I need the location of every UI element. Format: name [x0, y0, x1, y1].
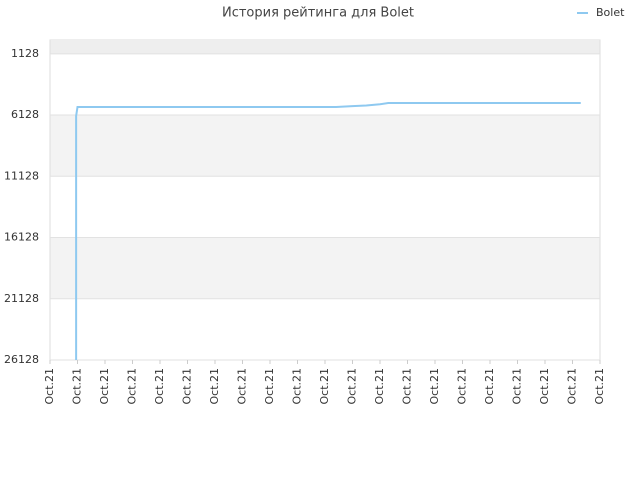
x-tick-label: Oct.21 — [373, 368, 386, 405]
x-tick-label: Oct.21 — [566, 368, 579, 405]
grid-band — [50, 237, 600, 299]
y-tick-label: 11128 — [4, 169, 39, 182]
x-tick-label: Oct.21 — [98, 368, 111, 405]
x-tick-label: Oct.21 — [208, 368, 221, 405]
x-tick-label: Oct.21 — [428, 368, 441, 405]
x-tick-label: Oct.21 — [593, 368, 606, 405]
x-tick-label: Oct.21 — [401, 368, 414, 405]
x-tick-label: Oct.21 — [456, 368, 469, 405]
grid-band — [50, 40, 600, 54]
x-tick-label: Oct.21 — [236, 368, 249, 405]
x-tick-label: Oct.21 — [181, 368, 194, 405]
line — [75, 102, 581, 360]
grid-band — [50, 115, 600, 177]
y-tick-label: 21128 — [4, 292, 39, 305]
y-tick-label: 26128 — [4, 353, 39, 366]
x-tick-label: Oct.21 — [263, 368, 276, 405]
x-tick-label: Oct.21 — [126, 368, 139, 405]
x-tick-label: Oct.21 — [153, 368, 166, 405]
y-tick-label: 1128 — [11, 47, 39, 60]
x-tick-label: Oct.21 — [483, 368, 496, 405]
chart-title: История рейтинга для Bolet — [222, 6, 414, 21]
x-tick-label: Oct.21 — [538, 368, 551, 405]
x-tick-label: Oct.21 — [71, 368, 84, 405]
x-tick-label: Oct.21 — [511, 368, 524, 405]
x-tick-label: Oct.21 — [318, 368, 331, 405]
y-tick-label: 6128 — [11, 108, 39, 121]
y-tick-label: 16128 — [4, 231, 39, 244]
x-tick-label: Oct.21 — [346, 368, 359, 405]
x-tick-label: Oct.21 — [291, 368, 304, 405]
legend-label: Bolet — [596, 6, 625, 19]
x-tick-label: Oct.21 — [43, 368, 56, 405]
plot-area — [49, 39, 601, 361]
